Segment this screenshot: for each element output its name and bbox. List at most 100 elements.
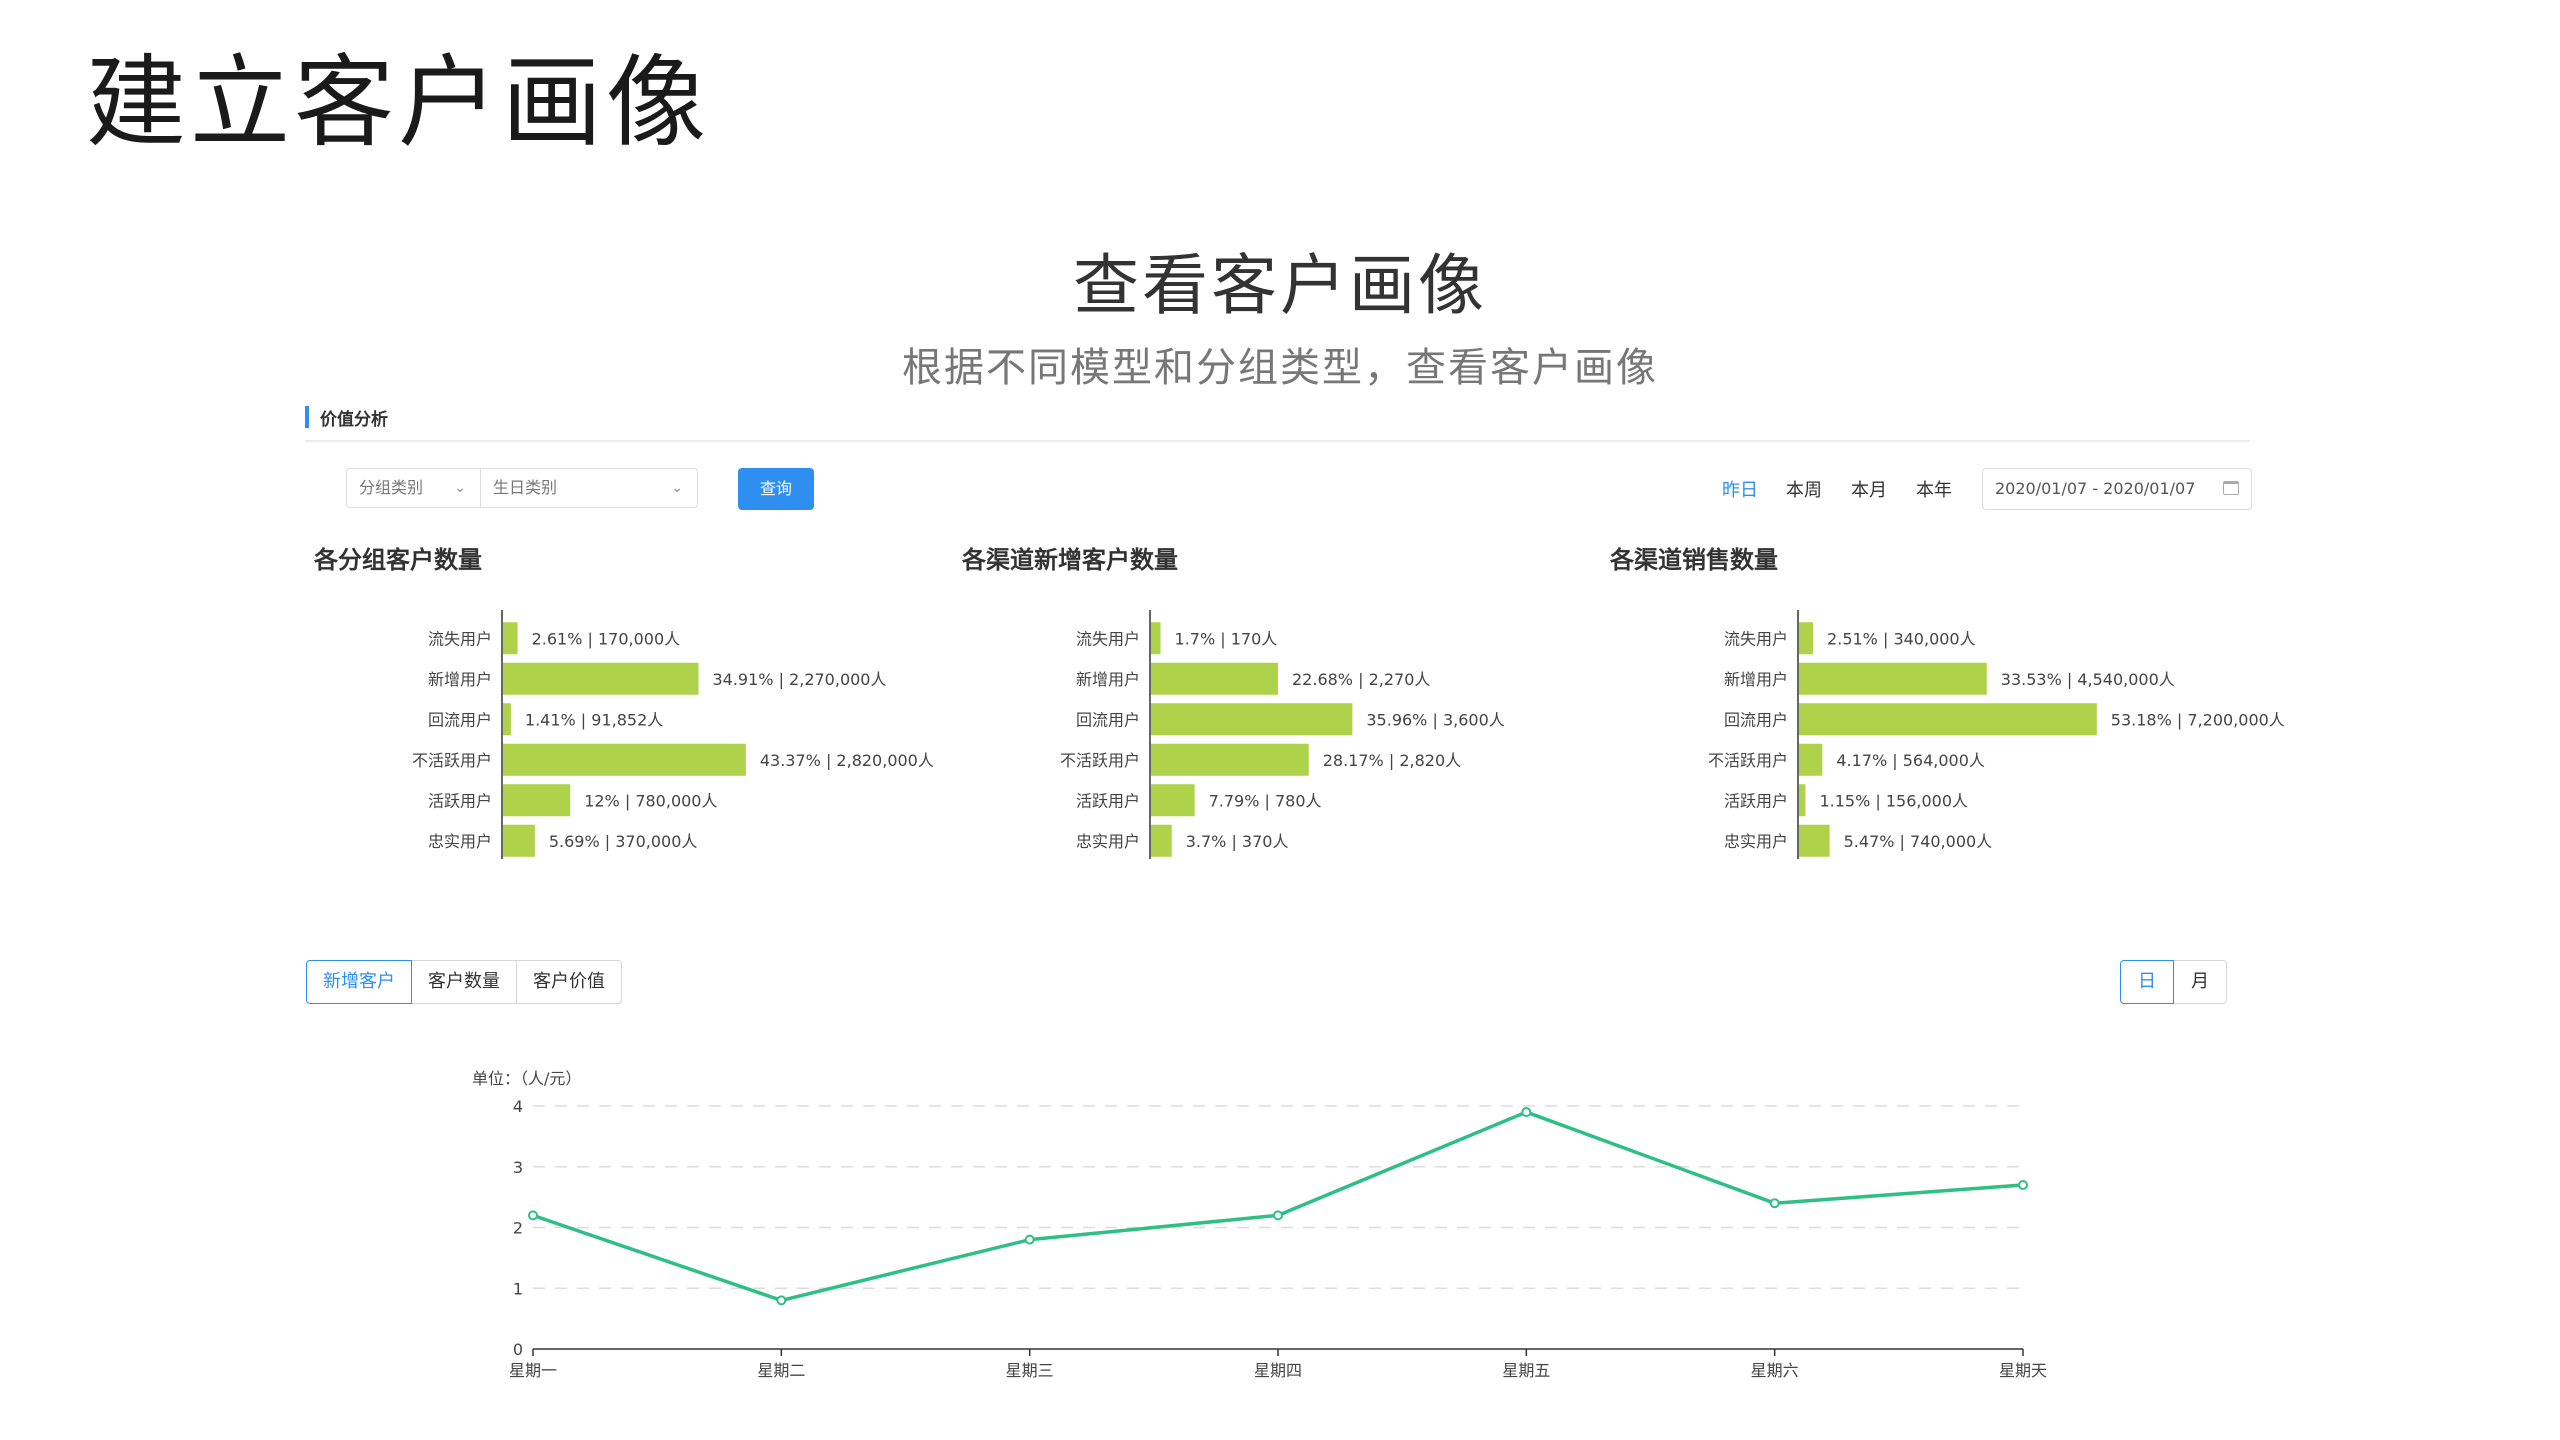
birthday-category-value: 生日类别: [493, 478, 558, 497]
bar: [1799, 662, 1987, 695]
bar-value-label: 53.18% | 7,200,000人: [2111, 710, 2285, 729]
bar-value-label: 5.47% | 740,000人: [1844, 832, 1993, 851]
bar: [1151, 622, 1161, 655]
bar: [503, 703, 511, 736]
bar: [1799, 824, 1830, 857]
bar: [1799, 784, 1806, 817]
bar: [1151, 743, 1309, 776]
series-line: [532, 1110, 2024, 1303]
y-tick-label: 1: [513, 1279, 523, 1298]
bar: [1151, 784, 1195, 817]
bar-category-label: 不活跃用户: [412, 751, 492, 770]
data-point[interactable]: [1024, 1234, 1035, 1245]
data-point[interactable]: [1273, 1210, 1283, 1221]
bar: [503, 824, 535, 857]
data-point[interactable]: [528, 1210, 538, 1221]
bar-value-label: 28.17% | 2,820人: [1323, 751, 1461, 770]
bar-category-label: 活跃用户: [428, 791, 492, 810]
page-subtitle: 根据不同模型和分组类型，查看客户画像: [902, 345, 1658, 391]
x-tick-label: 星期六: [1751, 1361, 1799, 1380]
bar: [503, 784, 571, 817]
bar-category-label: 活跃用户: [1724, 791, 1788, 810]
tab-customer-value[interactable]: 客户价值: [516, 960, 622, 1004]
bar-value-label: 34.91% | 2,270,000人: [712, 670, 886, 689]
y-tick-label: 0: [513, 1340, 523, 1359]
bar-value-label: 1.41% | 91,852人: [525, 710, 663, 729]
date-tab-yesterday[interactable]: 昨日: [1722, 480, 1758, 501]
section-label: 价值分析: [320, 410, 388, 430]
bar: [1799, 703, 2097, 736]
chart-title-group-customers: 各分组客户数量: [314, 546, 482, 574]
chart-title-channel-sales: 各渠道销售数量: [1610, 546, 1778, 574]
bar-category-label: 新增用户: [428, 670, 492, 689]
bar-category-label: 活跃用户: [1076, 791, 1140, 810]
x-tick-label: 星期一: [509, 1361, 557, 1380]
bar: [1151, 703, 1353, 736]
bar-category-label: 流失用户: [1076, 629, 1140, 648]
birthday-category-select[interactable]: 生日类别 ⌄: [480, 468, 698, 508]
date-range-picker[interactable]: 2020/01/07 - 2020/01/07: [1982, 468, 2252, 510]
bar-category-label: 忠实用户: [1724, 832, 1788, 851]
x-tick-label: 星期二: [757, 1361, 805, 1380]
date-tab-week[interactable]: 本周: [1786, 480, 1822, 501]
bar-value-label: 5.69% | 370,000人: [549, 832, 698, 851]
period-unit-tabs: 日 月: [2120, 960, 2227, 1004]
group-category-value: 分组类别: [359, 478, 424, 497]
bar-value-label: 4.17% | 564,000人: [1836, 751, 1985, 770]
bar-value-label: 22.68% | 2,270人: [1292, 670, 1430, 689]
data-point[interactable]: [776, 1295, 787, 1306]
query-button[interactable]: 查询: [738, 468, 814, 510]
line-y-unit-label: 单位：（人/元）: [472, 1069, 581, 1088]
chevron-down-icon: ⌄: [454, 480, 466, 496]
date-tab-month[interactable]: 本月: [1851, 480, 1887, 501]
bar: [503, 622, 518, 655]
x-tick-label: 星期天: [1999, 1361, 2047, 1380]
metric-tabs: 新增客户 客户数量 客户价值: [306, 960, 622, 1004]
bar-category-label: 新增用户: [1724, 670, 1788, 689]
data-point[interactable]: [1521, 1107, 1532, 1118]
group-category-select[interactable]: 分组类别 ⌄: [346, 468, 481, 508]
bar-value-label: 2.51% | 340,000人: [1827, 629, 1976, 648]
x-tick-label: 星期三: [1006, 1361, 1054, 1380]
bar-value-label: 7.79% | 780人: [1209, 791, 1322, 810]
bar-category-label: 不活跃用户: [1060, 751, 1140, 770]
y-tick-label: 3: [513, 1158, 523, 1177]
tab-new-customers[interactable]: 新增客户: [306, 960, 412, 1004]
chevron-down-icon: ⌄: [671, 480, 683, 496]
tab-day[interactable]: 日: [2120, 960, 2174, 1004]
bar-category-label: 回流用户: [1724, 710, 1788, 729]
bar-value-label: 43.37% | 2,820,000人: [760, 751, 934, 770]
bar-value-label: 3.7% | 370人: [1186, 832, 1289, 851]
tab-month[interactable]: 月: [2173, 960, 2227, 1004]
line-chart-new-customers: 单位：（人/元） 0 1 2 3 4 星期一 星期二 星期三 星期四 星期五 星期六 星期天: [472, 1069, 2047, 1380]
bar: [503, 743, 746, 776]
section-accent-bar: [305, 406, 309, 428]
data-point[interactable]: [1769, 1198, 1780, 1209]
bar-value-label: 33.53% | 4,540,000人: [2001, 670, 2175, 689]
bar-value-label: 2.61% | 170,000人: [532, 629, 681, 648]
bar: [1799, 743, 1823, 776]
data-point[interactable]: [2018, 1179, 2028, 1190]
bar: [1151, 824, 1172, 857]
date-tab-year[interactable]: 本年: [1916, 480, 1952, 501]
bar: [1799, 622, 1814, 655]
bar: [503, 662, 699, 695]
bar-value-label: 12% | 780,000人: [584, 791, 717, 810]
bar-category-label: 流失用户: [1724, 629, 1788, 648]
tab-customer-count[interactable]: 客户数量: [411, 960, 517, 1004]
bar-category-label: 回流用户: [428, 710, 492, 729]
bar-value-label: 1.15% | 156,000人: [1819, 791, 1968, 810]
bar-category-label: 新增用户: [1076, 670, 1140, 689]
bar-value-label: 35.96% | 3,600人: [1366, 710, 1504, 729]
bar: [1151, 662, 1279, 695]
bar-category-label: 忠实用户: [428, 832, 492, 851]
bar-category-label: 回流用户: [1076, 710, 1140, 729]
bar-category-label: 忠实用户: [1076, 832, 1140, 851]
x-tick-label: 星期四: [1254, 1361, 1302, 1380]
x-tick-label: 星期五: [1502, 1361, 1550, 1380]
bar-category-label: 流失用户: [428, 629, 492, 648]
chart-title-channel-new-customers: 各渠道新增客户数量: [962, 546, 1178, 574]
